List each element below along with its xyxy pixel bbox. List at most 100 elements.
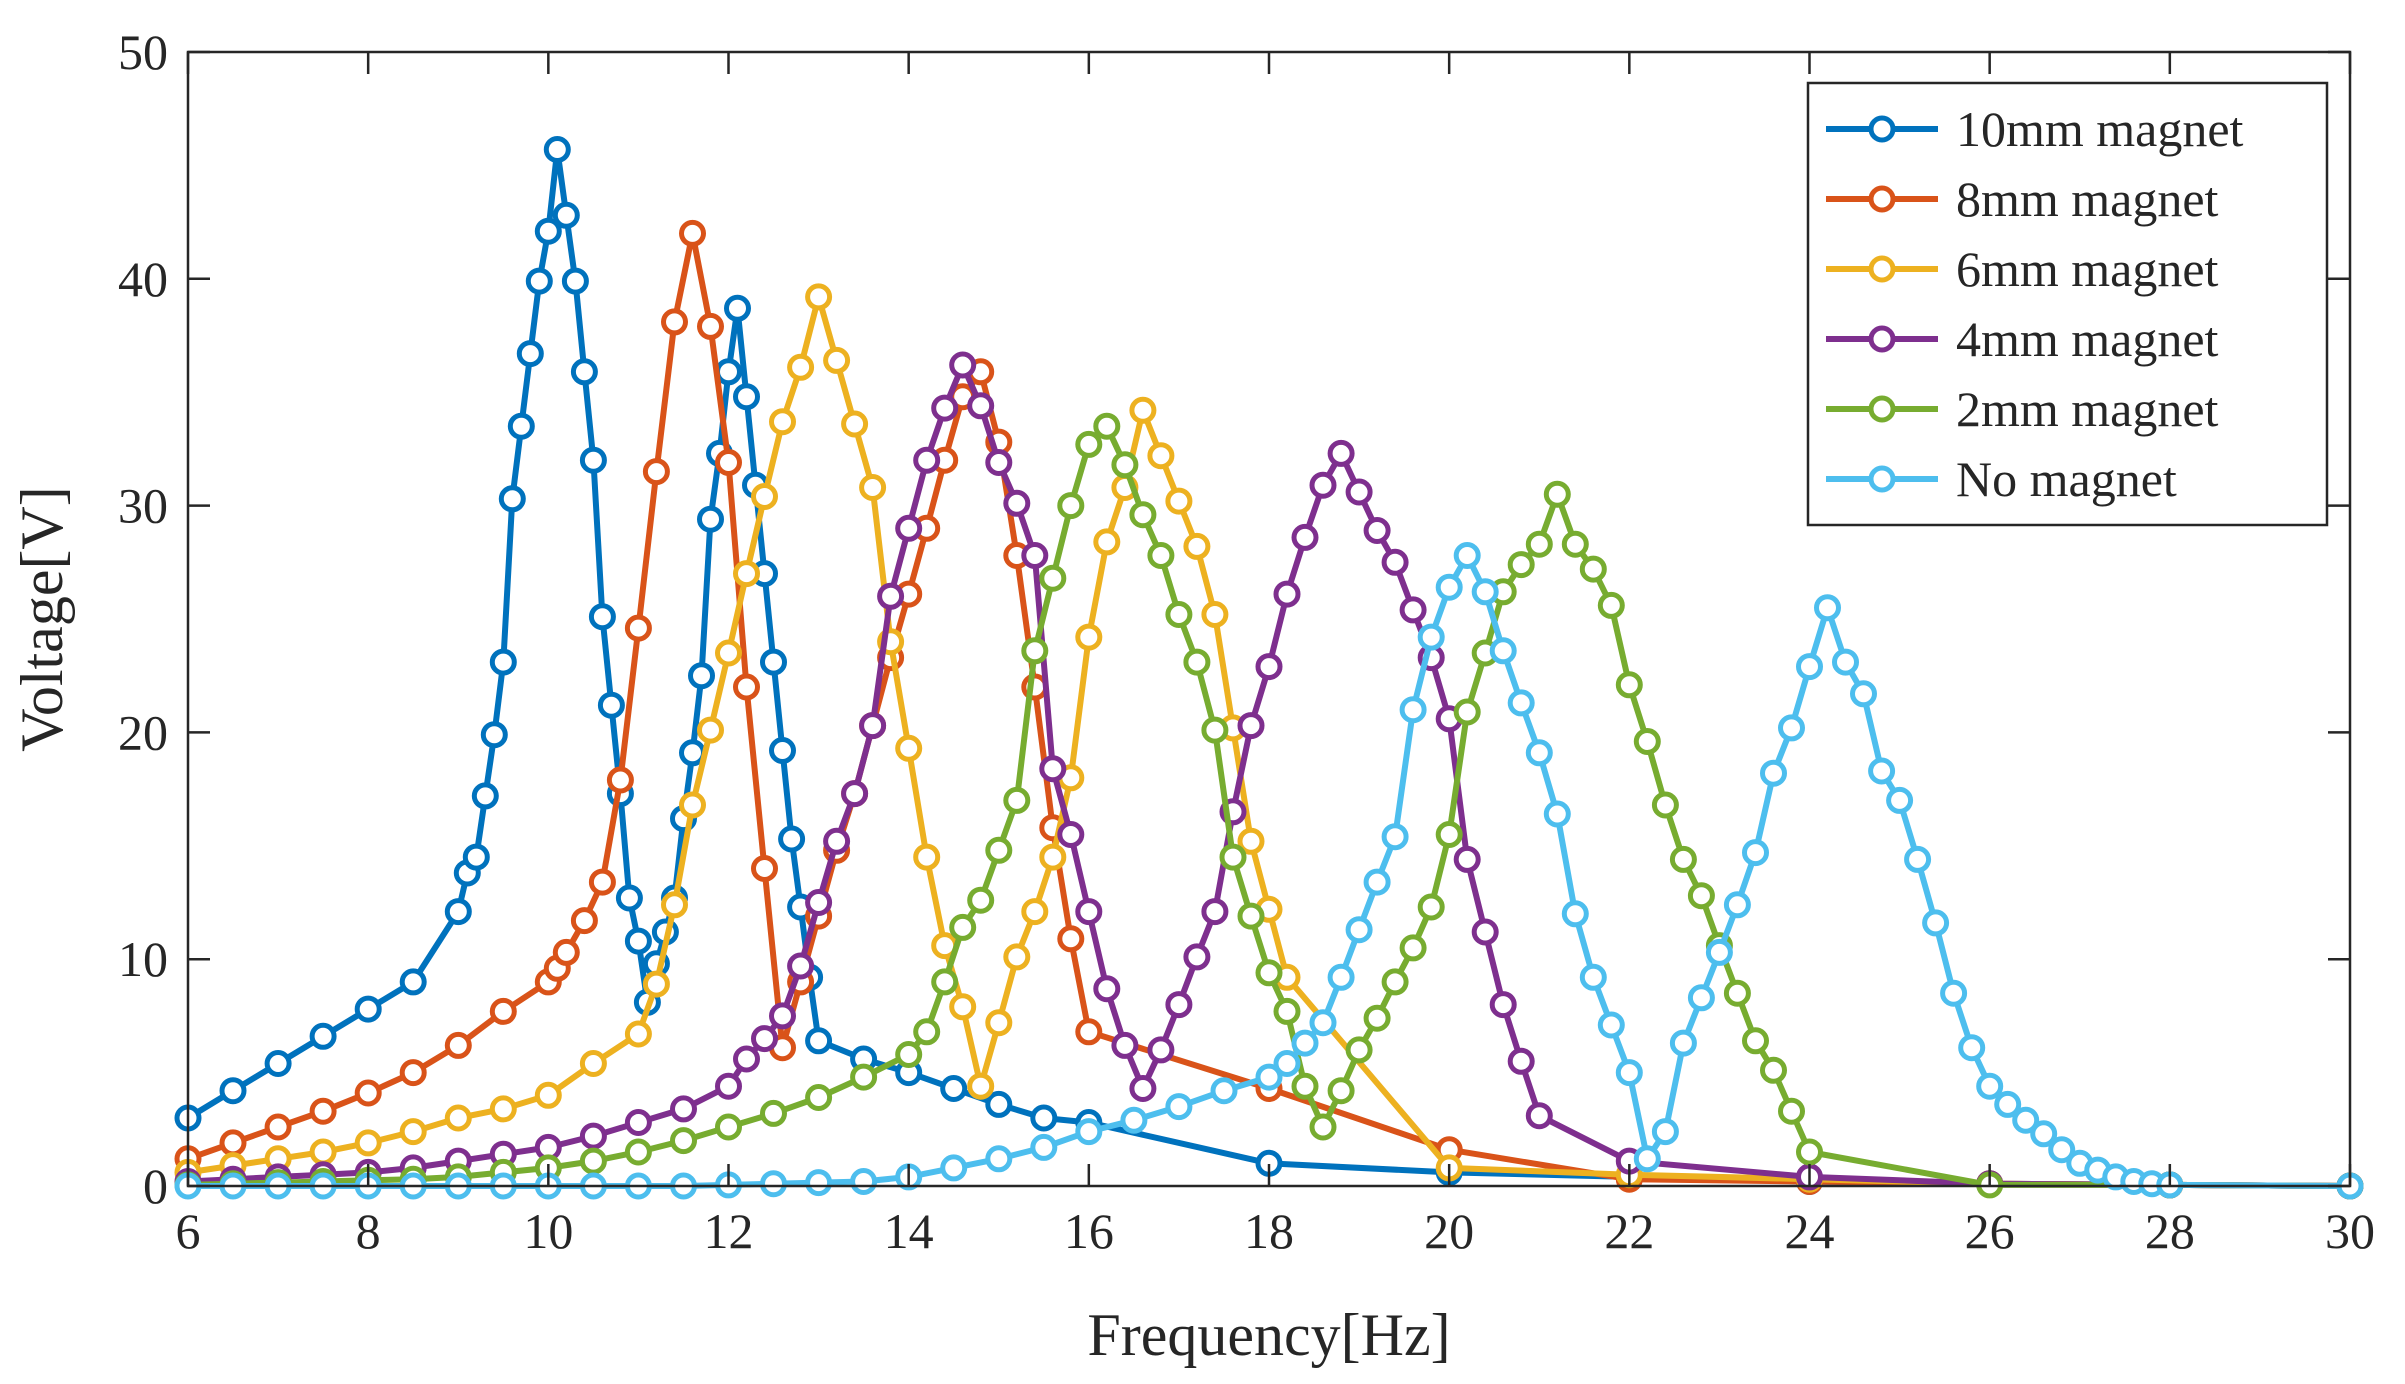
data-point — [715, 639, 742, 667]
data-point — [679, 219, 706, 247]
data-point — [1742, 839, 1769, 867]
data-point — [1003, 489, 1031, 517]
data-point — [1165, 1093, 1193, 1121]
data-point — [670, 1127, 697, 1155]
data-point — [507, 412, 535, 440]
data-point — [1255, 653, 1283, 681]
data-point — [1561, 530, 1589, 558]
data-point — [823, 346, 851, 374]
data-point — [1237, 902, 1265, 930]
data-point — [1796, 653, 1823, 681]
data-point — [309, 1097, 337, 1125]
data-point — [1039, 564, 1067, 592]
data-point — [309, 1022, 337, 1050]
data-point — [1633, 1145, 1661, 1173]
data-point — [570, 907, 598, 935]
data-point — [1778, 714, 1805, 742]
data-point — [670, 1095, 697, 1123]
data-point — [751, 483, 778, 510]
data-point — [444, 1104, 472, 1132]
y-tick-label: 10 — [118, 931, 168, 987]
data-point — [1597, 1011, 1625, 1039]
data-point — [615, 884, 643, 912]
data-point — [985, 1009, 1013, 1037]
data-point — [444, 1031, 472, 1059]
data-point — [1778, 1097, 1805, 1125]
data-point — [1039, 843, 1067, 871]
data-point — [624, 1020, 652, 1048]
data-point — [1399, 696, 1427, 724]
y-tick-label: 20 — [118, 704, 168, 760]
data-point — [1832, 648, 1859, 676]
legend-item-2: 6mm magnet — [1826, 241, 2219, 297]
data-point — [1453, 845, 1481, 873]
data-point — [1381, 823, 1409, 851]
data-point — [354, 1079, 382, 1107]
data-point — [1057, 821, 1085, 848]
data-point — [1615, 1059, 1643, 1087]
data-point — [1363, 1004, 1391, 1032]
data-point — [751, 855, 778, 882]
data-point — [1003, 943, 1031, 971]
data-point — [1291, 1029, 1319, 1057]
data-point — [1183, 943, 1211, 971]
data-point — [588, 603, 616, 631]
data-point — [1291, 523, 1319, 551]
data-point — [219, 1129, 247, 1157]
data-point — [967, 392, 995, 420]
data-point — [1129, 1075, 1157, 1102]
legend-marker — [1868, 185, 1896, 213]
data-point — [1417, 893, 1445, 921]
data-point — [931, 394, 959, 422]
x-tick-label: 12 — [704, 1203, 754, 1259]
data-point — [570, 358, 598, 386]
data-point — [787, 952, 815, 980]
data-point — [1507, 551, 1535, 579]
data-point — [1057, 492, 1085, 520]
data-point — [715, 449, 742, 476]
data-point — [913, 446, 941, 474]
data-point — [1309, 1009, 1337, 1037]
data-point — [760, 648, 787, 676]
data-point — [661, 308, 688, 336]
data-point — [688, 662, 715, 690]
data-point — [534, 1081, 562, 1109]
x-tick-label: 14 — [884, 1203, 934, 1259]
data-point — [1129, 501, 1157, 529]
data-point — [787, 353, 815, 381]
data-point — [1021, 542, 1049, 569]
x-tick-label: 20 — [1424, 1203, 1474, 1259]
data-point — [1904, 845, 1932, 873]
data-point — [1651, 1118, 1679, 1146]
data-point — [760, 1099, 787, 1127]
data-point — [1994, 1090, 2022, 1118]
series-line-4 — [187, 423, 2351, 1189]
data-point — [1399, 596, 1427, 624]
data-point — [597, 691, 625, 719]
data-point — [1273, 1050, 1301, 1077]
x-tick-label: 22 — [1604, 1203, 1654, 1259]
data-point — [480, 721, 508, 749]
data-point — [913, 843, 941, 871]
data-point — [1579, 555, 1607, 583]
data-point — [2030, 1120, 2058, 1148]
data-point — [1201, 898, 1229, 926]
data-point — [1525, 530, 1553, 558]
data-point — [1868, 757, 1896, 785]
x-tick-label: 30 — [2325, 1203, 2375, 1259]
data-point — [1363, 517, 1391, 544]
data-point — [940, 1075, 968, 1102]
data-point — [489, 648, 517, 676]
data-point — [1579, 963, 1607, 991]
data-point — [1147, 542, 1175, 569]
data-point — [354, 1129, 382, 1157]
data-point — [1309, 471, 1337, 499]
data-point — [354, 995, 382, 1023]
legend-label: 10mm magnet — [1956, 101, 2244, 157]
data-point — [733, 673, 760, 701]
data-point — [805, 1169, 833, 1197]
data-point — [1120, 1106, 1148, 1134]
data-point — [949, 913, 977, 941]
data-point — [1489, 991, 1517, 1019]
